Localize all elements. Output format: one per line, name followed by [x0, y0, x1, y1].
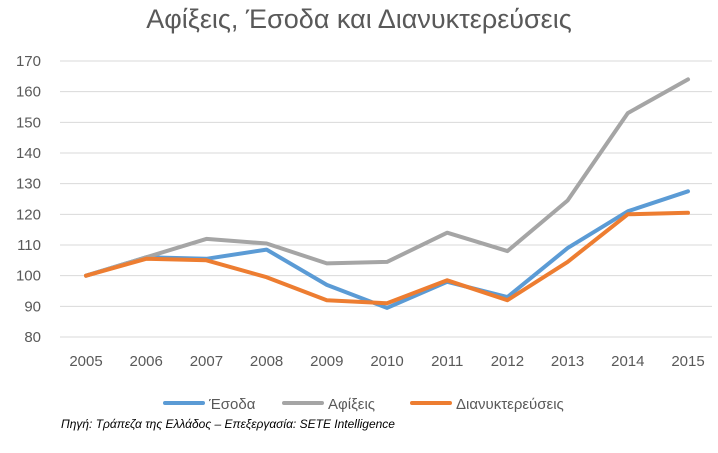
- x-tick-label: 2007: [190, 353, 223, 370]
- y-tick-label: 100: [16, 268, 41, 285]
- y-tick-label: 160: [16, 84, 41, 101]
- legend-label: Διανυκτερεύσεις: [456, 396, 564, 413]
- x-tick-label: 2015: [671, 353, 704, 370]
- x-tick-label: 2006: [130, 353, 163, 370]
- legend-label: Αφίξεις: [328, 396, 375, 413]
- y-tick-label: 110: [17, 237, 41, 254]
- y-tick-label: 130: [16, 176, 41, 193]
- legend: Έσοδα Αφίξεις Διανυκτερεύσεις: [163, 396, 564, 413]
- gridlines: [60, 60, 712, 338]
- y-tick-label: 90: [24, 298, 41, 315]
- x-tick-label: 2014: [611, 353, 644, 370]
- y-axis-tick-labels: 80 90 100 110 120 130 140 150 160 170: [16, 53, 41, 346]
- x-tick-label: 2013: [551, 353, 584, 370]
- y-tick-label: 120: [16, 206, 41, 223]
- y-tick-label: 80: [24, 329, 41, 346]
- y-tick-label: 150: [16, 114, 41, 131]
- y-tick-label: 140: [16, 145, 41, 162]
- x-tick-label: 2011: [431, 353, 463, 370]
- x-tick-label: 2012: [491, 353, 524, 370]
- x-tick-label: 2005: [69, 353, 102, 370]
- legend-label: Έσοδα: [208, 396, 256, 413]
- series-line-Διανυκτερεύσεις: [84, 210, 690, 306]
- source-note: Πηγή: Τράπεζα της Ελλάδος – Επεξεργασία:…: [61, 417, 395, 431]
- x-tick-label: 2010: [370, 353, 403, 370]
- series-lines: [84, 77, 690, 310]
- y-tick-label: 170: [16, 53, 41, 70]
- x-tick-label: 2009: [310, 353, 343, 370]
- chart-title: Αφίξεις, Έσοδα και Διανυκτερεύσεις: [146, 4, 572, 34]
- series-line-Αφίξεις: [84, 77, 690, 278]
- x-axis-tick-labels: 2005 2006 2007 2008 2009 2010 2011 2012 2013 2014…: [69, 353, 704, 370]
- x-tick-label: 2008: [250, 353, 283, 370]
